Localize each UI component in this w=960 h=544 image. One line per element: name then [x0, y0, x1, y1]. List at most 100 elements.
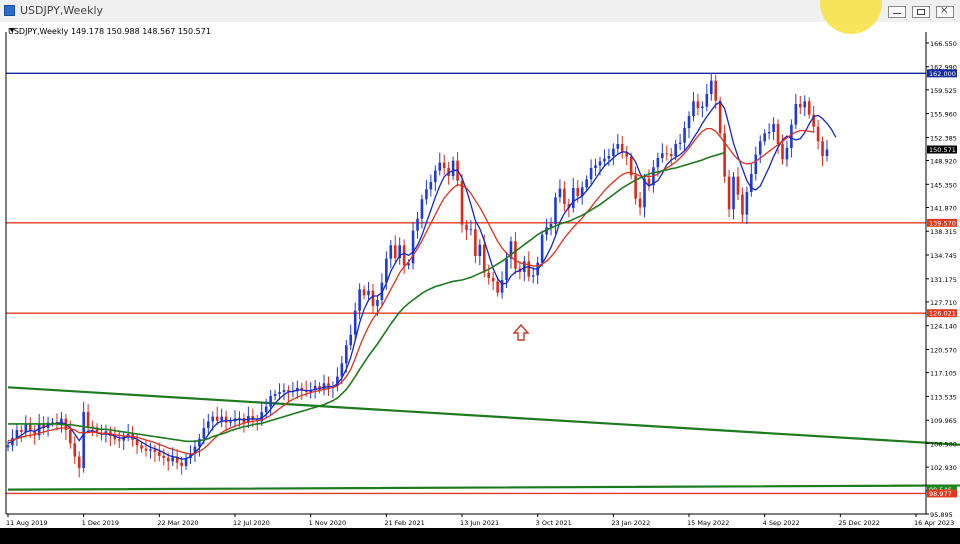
candle-body — [166, 457, 170, 462]
minimize-button[interactable] — [888, 6, 906, 18]
candle-body — [776, 123, 780, 144]
candle-body — [558, 188, 562, 198]
candle-body — [69, 429, 72, 444]
candle-body — [322, 383, 326, 390]
candle-body — [420, 199, 424, 219]
candle-body — [763, 133, 766, 142]
candle-body — [678, 142, 682, 144]
close-button[interactable]: × — [936, 5, 954, 18]
y-tick-label: 155.960 — [930, 111, 957, 119]
y-tick-label: 109.965 — [930, 417, 957, 425]
candle-body — [425, 189, 428, 200]
price-label-box — [927, 309, 957, 318]
candle-body — [482, 244, 486, 273]
x-tick-label: 4 Sep 2022 — [763, 519, 800, 527]
candle-body — [571, 187, 575, 208]
time-axis: 11 Aug 2019 1 Dec 2019 22 Mar 2020 12 Jul 2… — [6, 514, 954, 527]
candle-body — [709, 80, 713, 94]
candle-body — [287, 389, 290, 392]
candle-body — [736, 176, 740, 195]
price-label: 139.570 — [929, 219, 956, 227]
candle-body — [638, 198, 642, 208]
candle-body — [162, 455, 166, 458]
candle-body — [91, 426, 94, 428]
price-label: 150.571 — [929, 146, 956, 154]
y-tick-label: 159.525 — [930, 87, 957, 95]
price-chart[interactable]: 166.550 162.990 159.525 155.960 152.385 148.9… — [0, 22, 960, 540]
candle-body — [563, 188, 566, 204]
candle-body — [491, 277, 495, 282]
candle-body — [750, 173, 753, 192]
candle-body — [585, 179, 588, 188]
candle-body — [282, 389, 286, 392]
candle-body — [340, 363, 344, 377]
moving-average-line — [7, 128, 814, 455]
candle-body — [238, 417, 241, 419]
candle-body — [37, 423, 41, 436]
chart-header: USDJPY,Weekly 149.178 150.988 148.567 15… — [8, 27, 211, 36]
candle-body — [300, 387, 304, 391]
candle-body — [371, 290, 375, 306]
candle-body — [812, 114, 815, 127]
candle-body — [158, 451, 161, 456]
candle-body — [429, 181, 433, 190]
candle-body — [411, 230, 415, 264]
candle-body — [683, 127, 686, 143]
horizontal-lines — [6, 72, 926, 495]
price-label-box — [927, 218, 957, 227]
candle-body — [629, 156, 633, 176]
candle-body — [278, 391, 281, 394]
title-bar: USDJPY,Weekly × — [0, 0, 960, 23]
candle-body — [732, 176, 735, 210]
candle-body — [336, 376, 339, 386]
candle-body — [705, 93, 709, 107]
candle-body — [603, 158, 606, 162]
candle-body — [598, 161, 602, 166]
candle-body — [798, 103, 802, 108]
candle-body — [73, 443, 77, 457]
minimize-icon — [893, 13, 901, 14]
x-tick-label: 21 Feb 2021 — [384, 519, 424, 527]
candle-body — [407, 263, 410, 266]
candle-body — [647, 178, 651, 186]
chart-canvas: 166.550 162.990 159.525 155.960 152.385 148.9… — [0, 22, 960, 540]
candle-body — [438, 162, 442, 171]
candle-body — [665, 153, 669, 155]
price-label-box — [927, 145, 957, 154]
candle-body — [389, 245, 393, 259]
x-tick-label: 11 Aug 2019 — [6, 519, 48, 527]
candle-body — [607, 155, 611, 159]
candle-body — [77, 456, 81, 468]
x-tick-label: 22 Mar 2020 — [157, 519, 198, 527]
candle-body — [358, 289, 361, 311]
candle-body — [113, 435, 117, 440]
candle-body — [264, 406, 268, 412]
candle-body — [696, 101, 700, 108]
candle-body — [229, 421, 232, 423]
restore-button[interactable] — [912, 6, 930, 18]
candle-body — [496, 281, 499, 293]
candle-body — [701, 106, 704, 108]
candle-body — [531, 275, 535, 277]
candle-body — [505, 258, 508, 280]
y-tick-label: 152.385 — [930, 134, 957, 142]
price-label: 126.021 — [929, 310, 956, 318]
candle-body — [661, 153, 664, 158]
candle-body — [149, 449, 152, 451]
candle-body — [184, 457, 188, 466]
y-tick-label: 113.535 — [930, 393, 957, 401]
candle-body — [620, 143, 624, 152]
price-label-box — [927, 69, 957, 78]
candle-body — [82, 411, 85, 468]
candle-body — [251, 415, 255, 420]
candle-body — [140, 445, 143, 449]
x-tick-label: 13 Jun 2021 — [460, 519, 499, 527]
candle-body — [816, 126, 820, 142]
x-tick-label: 3 Oct 2021 — [536, 519, 572, 527]
candle-body — [790, 124, 793, 148]
y-tick-label: 134.745 — [930, 252, 957, 260]
candle-body — [273, 393, 277, 396]
candle-body — [727, 176, 731, 210]
candle-body — [313, 385, 317, 390]
